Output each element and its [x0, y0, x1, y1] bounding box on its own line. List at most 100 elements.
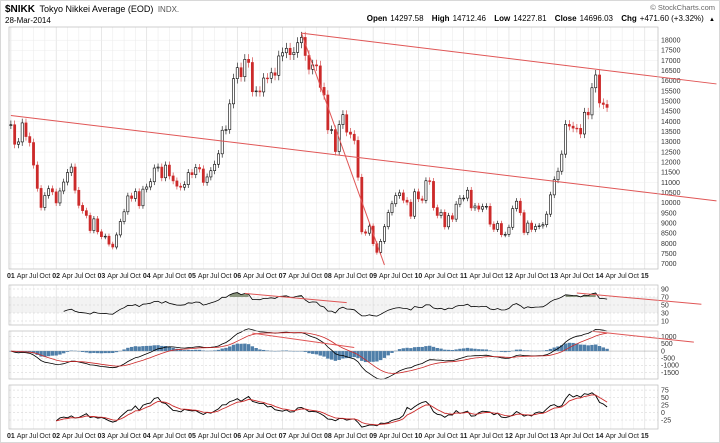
svg-text:Oct: Oct — [537, 433, 548, 440]
svg-text:Apr: Apr — [424, 273, 436, 280]
svg-text:10: 10 — [661, 318, 669, 325]
svg-text:Apr: Apr — [198, 273, 210, 280]
svg-text:11000: 11000 — [661, 180, 680, 187]
svg-text:14000: 14000 — [661, 119, 681, 126]
svg-text:Jul: Jul — [572, 273, 581, 280]
svg-text:17500: 17500 — [661, 48, 681, 55]
svg-text:Jul: Jul — [346, 273, 355, 280]
svg-text:Jul: Jul — [437, 273, 446, 280]
svg-text:25: 25 — [661, 402, 669, 409]
svg-text:Apr: Apr — [470, 273, 482, 280]
svg-text:Jul: Jul — [618, 273, 627, 280]
svg-text:Apr: Apr — [334, 433, 346, 440]
svg-text:06: 06 — [233, 273, 241, 280]
svg-text:14: 14 — [596, 433, 604, 440]
svg-text:13: 13 — [550, 433, 558, 440]
svg-text:75: 75 — [661, 387, 669, 394]
svg-text:10000: 10000 — [661, 200, 681, 207]
svg-text:Oct: Oct — [402, 273, 413, 280]
svg-text:18000: 18000 — [661, 38, 681, 45]
svg-text:03: 03 — [98, 433, 106, 440]
svg-text:Oct: Oct — [447, 433, 458, 440]
svg-text:10500: 10500 — [661, 190, 681, 197]
svg-text:Jul: Jul — [301, 273, 310, 280]
svg-text:Jul: Jul — [482, 433, 491, 440]
svg-text:Oct: Oct — [447, 273, 458, 280]
svg-text:Apr: Apr — [605, 273, 617, 280]
svg-text:9000: 9000 — [661, 221, 677, 228]
svg-text:Apr: Apr — [107, 273, 119, 280]
svg-text:Apr: Apr — [17, 433, 29, 440]
svg-text:-25: -25 — [661, 417, 671, 424]
svg-text:1000: 1000 — [661, 334, 677, 341]
svg-text:08: 08 — [324, 433, 332, 440]
svg-text:500: 500 — [661, 341, 673, 348]
svg-text:Apr: Apr — [515, 433, 527, 440]
svg-text:Jul: Jul — [301, 433, 310, 440]
svg-text:15500: 15500 — [661, 88, 681, 95]
svg-text:Jul: Jul — [572, 433, 581, 440]
svg-text:Jul: Jul — [29, 273, 38, 280]
svg-text:12500: 12500 — [661, 149, 681, 156]
svg-text:Jul: Jul — [346, 433, 355, 440]
svg-text:09: 09 — [369, 273, 377, 280]
svg-text:Apr: Apr — [379, 433, 391, 440]
svg-text:Apr: Apr — [605, 433, 617, 440]
svg-text:-1000: -1000 — [661, 363, 679, 370]
svg-text:14: 14 — [596, 273, 604, 280]
svg-text:Oct: Oct — [130, 273, 141, 280]
svg-text:10: 10 — [414, 273, 422, 280]
svg-text:01: 01 — [7, 273, 15, 280]
svg-text:70: 70 — [661, 294, 669, 301]
svg-text:Jul: Jul — [391, 273, 400, 280]
svg-text:13: 13 — [550, 273, 558, 280]
svg-text:Jul: Jul — [210, 433, 219, 440]
svg-text:Jul: Jul — [165, 433, 174, 440]
svg-text:15: 15 — [641, 273, 649, 280]
svg-text:Apr: Apr — [379, 273, 391, 280]
svg-text:12: 12 — [505, 433, 513, 440]
svg-text:Jul: Jul — [74, 433, 83, 440]
svg-text:14500: 14500 — [661, 109, 681, 116]
svg-text:Oct: Oct — [85, 273, 96, 280]
svg-text:Apr: Apr — [62, 273, 74, 280]
svg-text:07: 07 — [279, 433, 287, 440]
svg-text:Oct: Oct — [311, 433, 322, 440]
svg-text:Oct: Oct — [356, 433, 367, 440]
svg-text:Oct: Oct — [628, 433, 639, 440]
svg-text:Jul: Jul — [618, 433, 627, 440]
svg-text:9500: 9500 — [661, 210, 677, 217]
svg-text:04: 04 — [143, 273, 151, 280]
svg-text:Oct: Oct — [266, 433, 277, 440]
svg-text:07: 07 — [279, 273, 287, 280]
svg-text:Jul: Jul — [527, 273, 536, 280]
svg-text:Apr: Apr — [424, 433, 436, 440]
svg-text:Oct: Oct — [221, 273, 232, 280]
svg-text:Oct: Oct — [356, 273, 367, 280]
svg-text:Apr: Apr — [198, 433, 210, 440]
svg-text:8500: 8500 — [661, 231, 677, 238]
svg-text:05: 05 — [188, 273, 196, 280]
svg-text:0: 0 — [661, 348, 665, 355]
svg-text:Jul: Jul — [165, 273, 174, 280]
svg-text:16000: 16000 — [661, 78, 681, 85]
svg-text:Oct: Oct — [39, 433, 50, 440]
svg-text:11: 11 — [460, 273, 468, 280]
svg-text:12: 12 — [505, 273, 513, 280]
svg-text:05: 05 — [188, 433, 196, 440]
svg-text:Apr: Apr — [560, 433, 572, 440]
svg-text:Apr: Apr — [243, 273, 255, 280]
svg-text:Apr: Apr — [515, 273, 527, 280]
svg-text:17000: 17000 — [661, 58, 681, 65]
svg-text:Oct: Oct — [537, 273, 548, 280]
svg-text:09: 09 — [369, 433, 377, 440]
svg-text:02: 02 — [52, 273, 60, 280]
svg-text:10: 10 — [414, 433, 422, 440]
svg-text:Oct: Oct — [628, 273, 639, 280]
svg-text:11: 11 — [460, 433, 468, 440]
svg-text:03: 03 — [98, 273, 106, 280]
svg-text:Jul: Jul — [527, 433, 536, 440]
svg-text:0: 0 — [661, 410, 665, 417]
